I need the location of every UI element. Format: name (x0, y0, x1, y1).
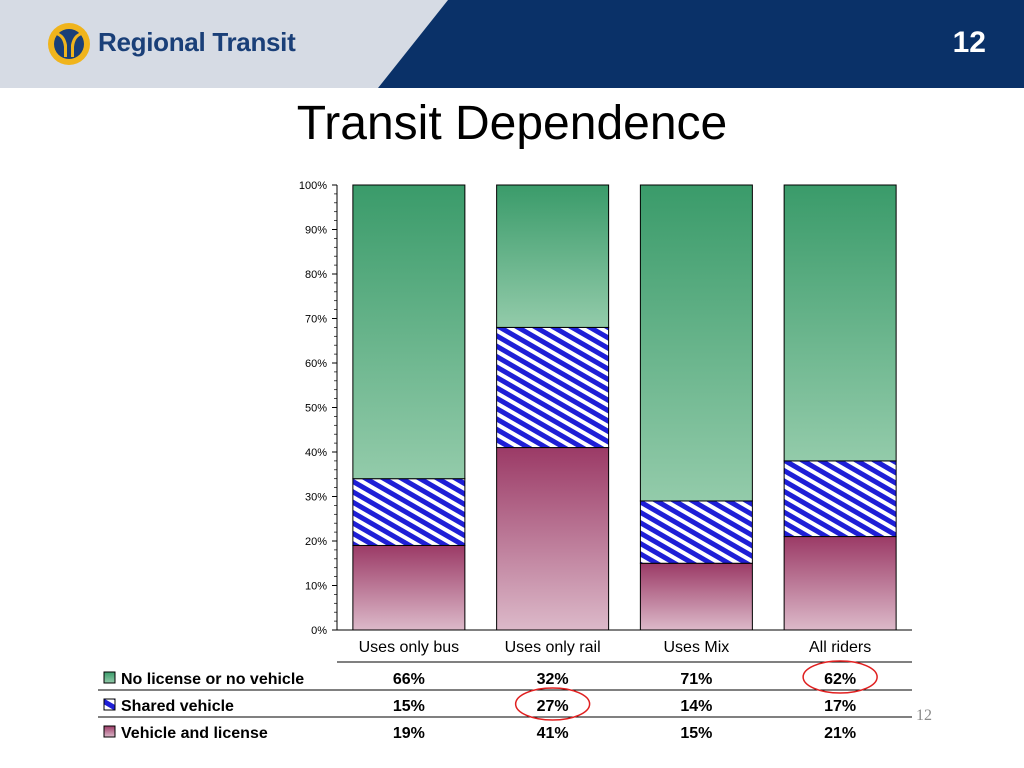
data-label-vehicle-and-license-uses-only-bus: 19% (393, 725, 425, 742)
y-tick-label: 60% (305, 358, 327, 370)
bar-no-license-or-no-vehicle-all-riders (783, 184, 897, 462)
y-tick-label: 80% (305, 269, 327, 281)
bar-vehicle-and-license-uses-mix (639, 562, 753, 631)
data-label-shared-vehicle-uses-only-rail: 27% (537, 698, 569, 715)
data-label-vehicle-and-license-uses-only-rail: 41% (537, 725, 569, 742)
bar-vehicle-and-license-all-riders (783, 536, 897, 631)
y-tick-label: 50% (305, 403, 327, 415)
regional-transit-logo-icon (48, 23, 90, 65)
y-tick-label: 40% (305, 447, 327, 459)
y-tick-label: 30% (305, 492, 327, 504)
highlight-circle (514, 687, 591, 721)
bar-vehicle-and-license-uses-only-bus (352, 544, 466, 631)
y-tick-label: 70% (305, 314, 327, 326)
data-label-no-license-or-no-vehicle-uses-only-bus: 66% (393, 671, 425, 688)
bar-shared-vehicle-all-riders (783, 460, 897, 538)
annotations (514, 660, 878, 721)
category-label: Uses only bus (359, 639, 460, 656)
category-label: Uses Mix (663, 639, 729, 656)
data-label-shared-vehicle-uses-mix: 14% (680, 698, 712, 715)
header-banner (0, 0, 1024, 88)
header-light-band (0, 0, 448, 88)
slide-title: Transit Dependence (296, 97, 728, 150)
y-tick-label: 20% (305, 536, 327, 548)
y-tick-label: 10% (305, 581, 327, 593)
footer-page-number: 12 (916, 707, 932, 724)
category-label: All riders (809, 639, 871, 656)
highlight-circle (802, 660, 878, 694)
bar-shared-vehicle-uses-mix (639, 500, 753, 564)
header-page-number: 12 (952, 26, 986, 59)
data-label-vehicle-and-license-uses-mix: 15% (680, 725, 712, 742)
bars (352, 184, 897, 631)
data-label-no-license-or-no-vehicle-uses-only-rail: 32% (537, 671, 569, 688)
legend-key-no-license-or-no-vehicle (103, 671, 116, 684)
data-table: No license or no vehicle 66% 32% 71% 62% Shar… (98, 661, 912, 742)
legend-key-vehicle-and-license (103, 725, 116, 738)
bar-shared-vehicle-uses-only-bus (352, 478, 466, 546)
bar-shared-vehicle-uses-only-rail (496, 326, 610, 449)
logo-text: Regional Transit (98, 27, 296, 57)
y-tick-label: 100% (299, 180, 327, 192)
legend-label-no-license-or-no-vehicle: No license or no vehicle (121, 671, 304, 688)
legend-key-shared-vehicle (103, 698, 116, 711)
bar-no-license-or-no-vehicle-uses-mix (639, 184, 753, 502)
data-label-shared-vehicle-uses-only-bus: 15% (393, 698, 425, 715)
y-tick-label: 0% (311, 625, 327, 637)
bar-no-license-or-no-vehicle-uses-only-bus (352, 184, 466, 480)
data-label-vehicle-and-license-all-riders: 21% (824, 725, 856, 742)
bar-vehicle-and-license-uses-only-rail (496, 447, 610, 631)
category-label: Uses only rail (505, 639, 601, 656)
y-tick-label: 90% (305, 225, 327, 237)
legend-label-vehicle-and-license: Vehicle and license (121, 725, 268, 742)
category-labels: Uses only bus Uses only rail Uses Mix All r… (359, 639, 872, 656)
data-label-no-license-or-no-vehicle-uses-mix: 71% (680, 671, 712, 688)
data-label-no-license-or-no-vehicle-all-riders: 62% (824, 671, 856, 688)
legend-label-shared-vehicle: Shared vehicle (121, 698, 234, 715)
bar-no-license-or-no-vehicle-uses-only-rail (496, 184, 610, 328)
data-label-shared-vehicle-all-riders: 17% (824, 698, 856, 715)
